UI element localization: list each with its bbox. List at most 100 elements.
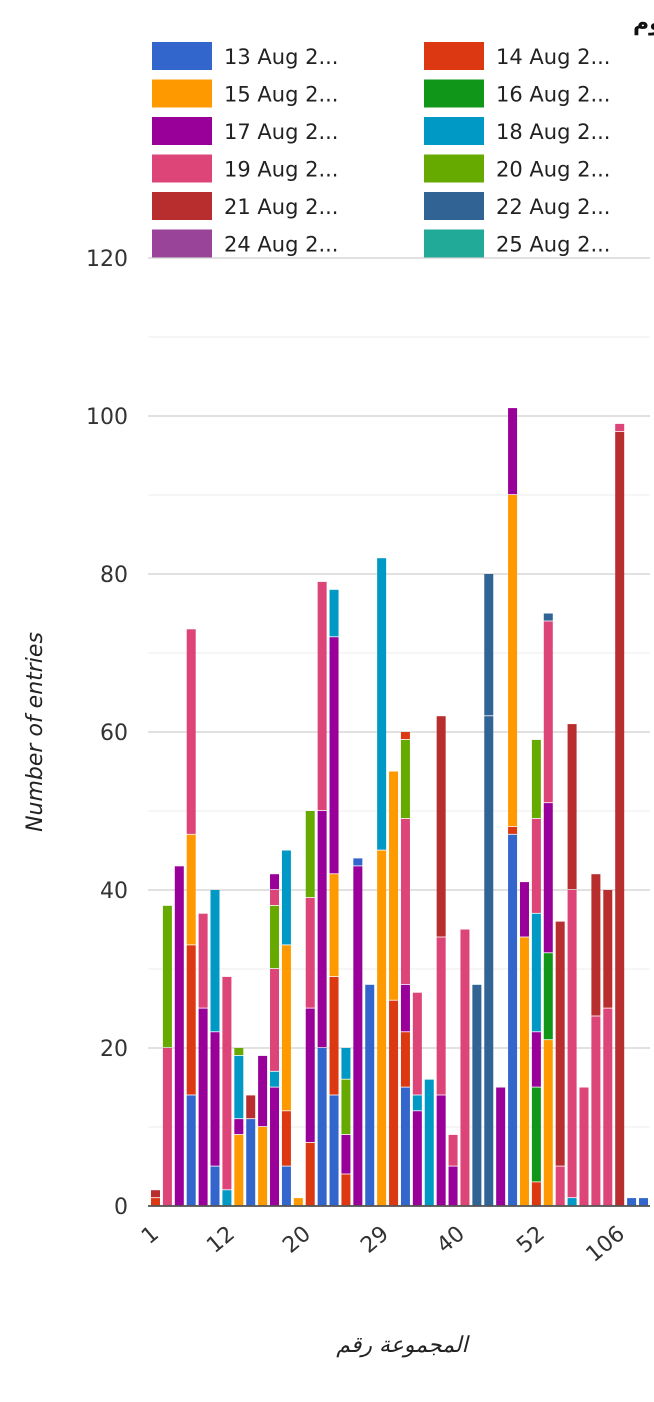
bar-segment [496, 1087, 506, 1206]
bar-segment [400, 1032, 410, 1087]
bar-segment [508, 834, 518, 1206]
bar-segment [519, 937, 529, 1206]
bar-segment [400, 732, 410, 740]
y-tick-label: 60 [100, 721, 128, 746]
chart-legend: 13 Aug 2... 14 Aug 2... 15 Aug 2... 16 Aug … [152, 42, 610, 258]
bar-segment [400, 1087, 410, 1206]
bar-stack [484, 574, 494, 1206]
bar-stack [603, 890, 613, 1206]
bar-segment [270, 1071, 280, 1087]
legend-label: 24 Aug 2... [224, 233, 338, 257]
legend-swatch [424, 192, 484, 220]
bar-segment [400, 984, 410, 1032]
legend-entry: 17 Aug 2... [152, 117, 338, 145]
x-tick-label: 29 [356, 1221, 394, 1258]
bar-stack [496, 1087, 506, 1206]
bar-segment [484, 716, 494, 1206]
bar-segment [329, 874, 339, 977]
legend-label: 15 Aug 2... [224, 83, 338, 107]
y-tick-label: 0 [114, 1195, 128, 1220]
bar-segment [329, 976, 339, 1095]
x-axis-ticks: 1 12 20 29 40 52 106 [137, 1221, 630, 1267]
y-axis-label: Number of entries [23, 632, 48, 832]
bar-segment [258, 1055, 268, 1127]
bar-segment [627, 1198, 637, 1206]
bar-segment [531, 739, 541, 819]
bar-stack [591, 874, 601, 1206]
legend-label: 19 Aug 2... [224, 158, 338, 182]
bar-stack [234, 1048, 244, 1206]
bar-stack [448, 1134, 458, 1206]
bar-segment [543, 803, 553, 953]
bar-stack [519, 882, 529, 1206]
bar-stack [543, 613, 553, 1206]
bar-segment [484, 574, 494, 716]
bar-segment [305, 1008, 315, 1142]
bar-segment [531, 1087, 541, 1182]
bar-stack [472, 984, 482, 1206]
legend-swatch [152, 229, 212, 258]
x-tick-label: 20 [278, 1221, 316, 1258]
legend-swatch [152, 42, 212, 70]
bar-segment [543, 1040, 553, 1206]
bar-stack [365, 984, 375, 1206]
bar-segment [270, 890, 280, 905]
bar-segment [543, 953, 553, 1040]
bar-segment [246, 1095, 256, 1119]
bar-stack [508, 408, 518, 1206]
bar-segment [162, 905, 172, 1048]
bar-stack [531, 739, 541, 1206]
bar-segment [317, 811, 327, 1048]
legend-label: 18 Aug 2... [496, 120, 610, 144]
bar-stack [615, 423, 625, 1206]
bars-group [151, 408, 648, 1206]
bar-stack [246, 1095, 256, 1206]
bar-stack [389, 771, 399, 1206]
x-tick-label: 12 [202, 1221, 240, 1258]
bar-stack [258, 1055, 268, 1206]
legend-swatch [424, 154, 484, 183]
bar-segment [567, 1198, 577, 1206]
bar-segment [210, 1032, 220, 1166]
bar-segment [436, 716, 446, 937]
legend-entry: 18 Aug 2... [424, 117, 610, 145]
bar-segment [281, 1111, 291, 1166]
bar-stack [198, 913, 208, 1206]
bar-segment [341, 1079, 351, 1135]
legend-entry: 21 Aug 2... [152, 192, 338, 220]
bar-segment [639, 1198, 648, 1206]
bar-segment [531, 818, 541, 913]
legend-entry: 20 Aug 2... [424, 154, 610, 183]
bar-segment [151, 1190, 160, 1198]
bar-stack [222, 976, 232, 1206]
bar-stack [579, 1087, 589, 1206]
bar-segment [174, 866, 184, 1206]
legend-swatch [152, 79, 212, 108]
x-tick-label: 40 [432, 1221, 470, 1258]
bar-segment [186, 629, 196, 834]
bar-segment [615, 431, 625, 1206]
y-tick-label: 40 [100, 879, 128, 904]
y-tick-label: 20 [100, 1037, 128, 1062]
bar-segment [448, 1134, 458, 1166]
legend-label: 16 Aug 2... [496, 83, 610, 107]
bar-segment [400, 739, 410, 819]
legend-entry: 22 Aug 2... [424, 192, 610, 220]
bar-segment [412, 1095, 422, 1111]
bar-stack [293, 1198, 303, 1206]
legend-label: 17 Aug 2... [224, 120, 338, 144]
bar-segment [270, 969, 280, 1071]
bar-stack [353, 858, 363, 1206]
x-tick-label: 52 [512, 1221, 550, 1258]
bar-segment [472, 984, 482, 1206]
bar-stack [412, 992, 422, 1206]
legend-swatch [424, 79, 484, 108]
bar-segment [341, 1174, 351, 1206]
bar-stack [460, 929, 470, 1206]
chart-title: عدد الكشوفات بحسب المجموعة واليوم [633, 11, 654, 36]
legend-swatch [424, 229, 484, 258]
bar-segment [305, 811, 315, 898]
legend-entry: 25 Aug 2... [424, 229, 610, 258]
bar-stack [281, 850, 291, 1206]
